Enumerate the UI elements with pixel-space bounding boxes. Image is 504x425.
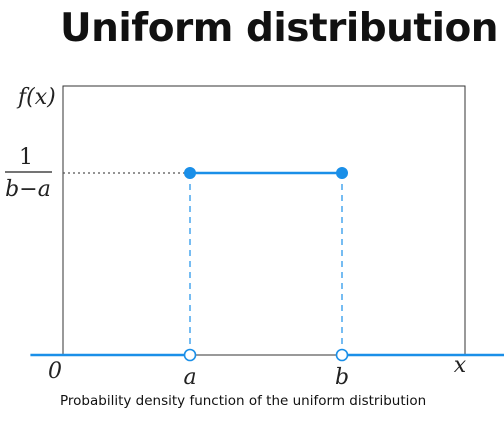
x-tick-a: a	[183, 365, 196, 390]
x-axis-label: x	[454, 353, 467, 378]
point-b-top-filled	[336, 167, 348, 179]
y-axis-label: f(x)	[16, 85, 56, 110]
y-tick-numerator: 1	[19, 145, 33, 170]
x-tick-b: b	[335, 365, 349, 390]
plot-frame	[62, 85, 466, 356]
x-tick-zero: 0	[48, 359, 62, 384]
chart-title: Uniform distribution	[60, 6, 499, 51]
chart-caption: Probability density function of the unif…	[60, 393, 427, 409]
point-a-bottom-open	[183, 348, 197, 362]
y-tick-denominator: b−a	[5, 177, 51, 202]
point-b-bottom-open	[335, 348, 349, 362]
point-a-top-filled	[184, 167, 196, 179]
